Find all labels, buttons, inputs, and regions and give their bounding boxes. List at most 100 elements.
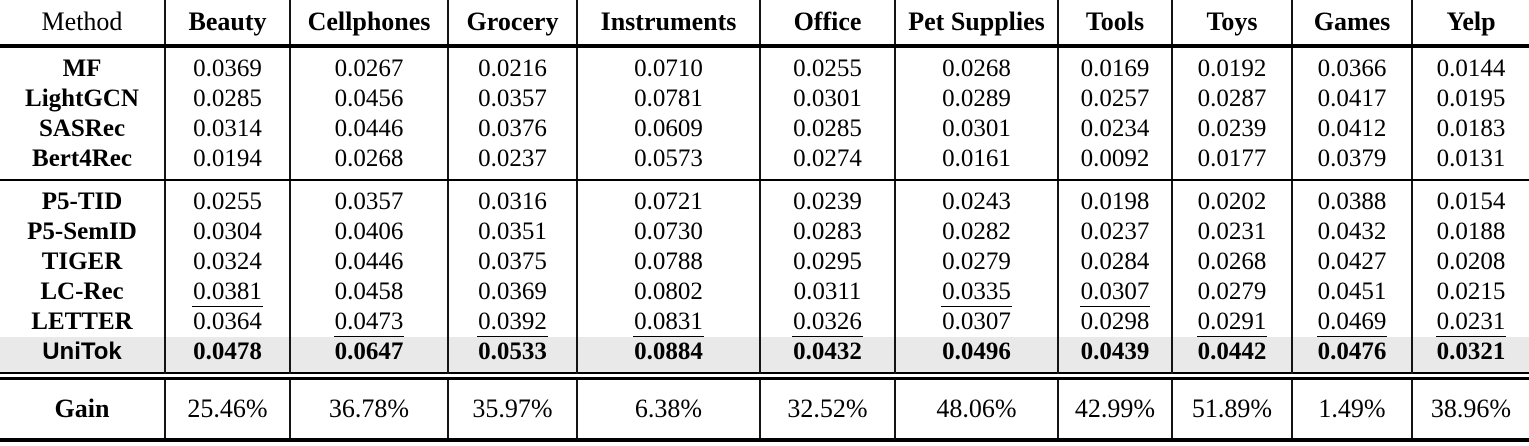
- value-cell-tiger-pet-supplies: 0.0279: [894, 247, 1058, 277]
- value-cell-lc-rec-toys: 0.0279: [1171, 277, 1292, 307]
- gain-cell-tools: 42.99%: [1057, 378, 1172, 438]
- value-cell-p5-tid-beauty: 0.0255: [164, 181, 290, 217]
- gain-cell-office: 32.52%: [759, 378, 895, 438]
- method-cell-p5-tid: P5-TID: [41, 188, 123, 215]
- gain-label-cell: Gain: [54, 394, 110, 423]
- value-cell-mf-cellphones: 0.0267: [289, 48, 448, 84]
- value-cell-p5-semid-yelp: 0.0188: [1411, 217, 1529, 247]
- gain-cell-toys: 51.89%: [1171, 378, 1292, 438]
- gain-cell-cellphones: 36.78%: [289, 378, 448, 438]
- value-cell-mf-toys: 0.0192: [1171, 48, 1292, 84]
- header-cell-beauty: Beauty: [164, 0, 290, 44]
- value-cell-p5-semid-beauty: 0.0304: [164, 217, 290, 247]
- value-cell-sasrec-instruments: 0.0609: [576, 114, 760, 144]
- value-cell-bert4rec-cellphones: 0.0268: [289, 144, 448, 179]
- method-cell-letter: LETTER: [31, 308, 133, 335]
- value-cell-mf-grocery: 0.0216: [447, 48, 577, 84]
- second-best-value: 0.0381: [192, 278, 263, 307]
- value-cell-lightgcn-tools: 0.0257: [1057, 84, 1172, 114]
- value-cell-mf-pet-supplies: 0.0268: [894, 48, 1058, 84]
- value-cell-tiger-games: 0.0427: [1291, 247, 1412, 277]
- table-row-p5-semid: P5-SemID 0.0304 0.0406 0.0351 0.0730 0.0283 0.…: [0, 217, 1529, 247]
- gain-cell-beauty: 25.46%: [164, 378, 290, 438]
- value-cell-letter-beauty: 0.0364: [164, 307, 290, 337]
- value-cell-tiger-tools: 0.0284: [1057, 247, 1172, 277]
- header-cell-cellphones: Cellphones: [289, 0, 448, 44]
- gain-cell-instruments: 6.38%: [576, 378, 760, 438]
- value-cell-lightgcn-instruments: 0.0781: [576, 84, 760, 114]
- value-cell-unitok-toys: 0.0442: [1171, 337, 1292, 373]
- value-cell-lightgcn-beauty: 0.0285: [164, 84, 290, 114]
- header-cell-grocery: Grocery: [447, 0, 577, 44]
- second-best-value: 0.0473: [333, 308, 405, 337]
- value-cell-p5-tid-cellphones: 0.0357: [289, 181, 448, 217]
- value-cell-p5-tid-tools: 0.0198: [1057, 181, 1172, 217]
- value-cell-unitok-pet-supplies: 0.0496: [894, 337, 1058, 373]
- value-cell-letter-toys: 0.0291: [1171, 307, 1292, 337]
- gain-cell-yelp: 38.96%: [1411, 378, 1529, 438]
- value-cell-lc-rec-games: 0.0451: [1291, 277, 1412, 307]
- rule-above-gain-line: [0, 372, 1529, 380]
- rule-above-gain: [0, 372, 1529, 380]
- value-cell-bert4rec-toys: 0.0177: [1171, 144, 1292, 179]
- value-cell-unitok-beauty: 0.0478: [164, 337, 290, 373]
- table-row-lightgcn: LightGCN 0.0285 0.0456 0.0357 0.0781 0.0301 0.…: [0, 84, 1529, 114]
- method-cell-p5-semid: P5-SemID: [27, 218, 137, 245]
- value-cell-p5-semid-games: 0.0432: [1291, 217, 1412, 247]
- header-cell-yelp: Yelp: [1411, 0, 1529, 44]
- rule-bottom: [0, 438, 1529, 442]
- value-cell-bert4rec-games: 0.0379: [1291, 144, 1412, 179]
- value-cell-unitok-instruments: 0.0884: [576, 337, 760, 373]
- value-cell-unitok-office: 0.0432: [759, 337, 895, 373]
- value-cell-lc-rec-grocery: 0.0369: [447, 277, 577, 307]
- value-cell-unitok-yelp: 0.0321: [1411, 337, 1529, 373]
- value-cell-letter-grocery: 0.0392: [447, 307, 577, 337]
- table-row-tiger: TIGER 0.0324 0.0446 0.0375 0.0788 0.0295 0.027…: [0, 247, 1529, 277]
- value-cell-letter-tools: 0.0298: [1057, 307, 1172, 337]
- value-cell-unitok-games: 0.0476: [1291, 337, 1412, 373]
- value-cell-p5-semid-grocery: 0.0351: [447, 217, 577, 247]
- value-cell-lc-rec-yelp: 0.0215: [1411, 277, 1529, 307]
- value-cell-lightgcn-games: 0.0417: [1291, 84, 1412, 114]
- value-cell-unitok-tools: 0.0439: [1057, 337, 1172, 373]
- value-cell-sasrec-pet-supplies: 0.0301: [894, 114, 1058, 144]
- table-row-unitok: UniTok 0.0478 0.0647 0.0533 0.0884 0.0432 0.04…: [0, 337, 1529, 373]
- value-cell-lightgcn-toys: 0.0287: [1171, 84, 1292, 114]
- gain-cell-games: 1.49%: [1291, 378, 1412, 438]
- value-cell-tiger-toys: 0.0268: [1171, 247, 1292, 277]
- second-best-value: 0.0469: [1316, 308, 1388, 337]
- value-cell-lc-rec-instruments: 0.0802: [576, 277, 760, 307]
- second-best-value: 0.0231: [1435, 308, 1507, 337]
- value-cell-mf-yelp: 0.0144: [1411, 48, 1529, 84]
- value-cell-p5-tid-pet-supplies: 0.0243: [894, 181, 1058, 217]
- value-cell-p5-tid-toys: 0.0202: [1171, 181, 1292, 217]
- value-cell-lc-rec-tools: 0.0307: [1057, 277, 1172, 307]
- value-cell-p5-semid-office: 0.0283: [759, 217, 895, 247]
- value-cell-bert4rec-grocery: 0.0237: [447, 144, 577, 179]
- value-cell-sasrec-yelp: 0.0183: [1411, 114, 1529, 144]
- table-row-bert4rec: Bert4Rec 0.0194 0.0268 0.0237 0.0573 0.0274 0.…: [0, 144, 1529, 179]
- method-cell-tiger: TIGER: [41, 248, 123, 275]
- method-cell-sasrec: SASRec: [38, 115, 126, 142]
- header-row: Method Beauty Cellphones Grocery Instruments…: [0, 0, 1529, 44]
- method-cell-lightgcn: LightGCN: [25, 85, 139, 112]
- value-cell-lc-rec-cellphones: 0.0458: [289, 277, 448, 307]
- table-row-letter: LETTER 0.0364 0.0473 0.0392 0.0831 0.0326 0.03…: [0, 307, 1529, 337]
- header-cell-toys: Toys: [1171, 0, 1292, 44]
- gain-row: Gain 25.46% 36.78% 35.97% 6.38% 32.52% 48.06% 4…: [0, 378, 1529, 438]
- value-cell-mf-office: 0.0255: [759, 48, 895, 84]
- value-cell-tiger-office: 0.0295: [759, 247, 895, 277]
- value-cell-lc-rec-pet-supplies: 0.0335: [894, 277, 1058, 307]
- rule-between-groups: [0, 179, 1529, 181]
- rule-below-header: [0, 44, 1529, 48]
- value-cell-letter-instruments: 0.0831: [576, 307, 760, 337]
- value-cell-mf-games: 0.0366: [1291, 48, 1412, 84]
- value-cell-unitok-grocery: 0.0533: [447, 337, 577, 373]
- value-cell-tiger-instruments: 0.0788: [576, 247, 760, 277]
- method-cell-mf: MF: [62, 55, 102, 82]
- rule-between-groups-line: [0, 179, 1529, 181]
- value-cell-letter-pet-supplies: 0.0307: [894, 307, 1058, 337]
- value-cell-mf-beauty: 0.0369: [164, 48, 290, 84]
- second-best-value: 0.0307: [1079, 278, 1151, 307]
